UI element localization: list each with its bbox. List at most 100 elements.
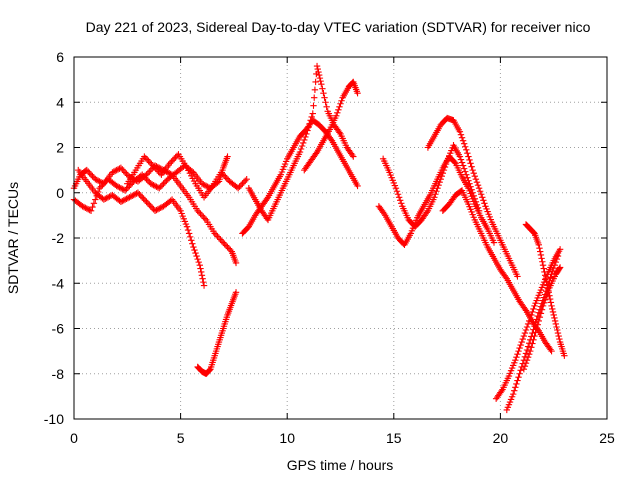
data-point — [307, 117, 314, 124]
data-point — [524, 343, 532, 350]
data-point — [303, 130, 310, 138]
data-point — [553, 255, 561, 263]
data-point — [171, 155, 178, 163]
data-point — [134, 189, 142, 196]
data-point — [190, 243, 197, 251]
data-point — [556, 246, 564, 253]
data-point — [531, 332, 538, 340]
data-point — [547, 274, 554, 281]
data-point — [338, 97, 345, 104]
data-point — [157, 183, 164, 190]
data-point — [525, 317, 533, 325]
data-point — [521, 305, 529, 313]
series-track-p — [520, 264, 564, 373]
data-point — [200, 282, 208, 289]
data-point — [515, 373, 522, 381]
data-point — [520, 332, 528, 340]
data-point — [199, 275, 206, 282]
data-point — [435, 182, 442, 189]
data-point — [462, 168, 469, 175]
data-point — [191, 246, 198, 254]
data-point — [315, 71, 323, 79]
data-point — [83, 205, 90, 212]
data-point — [150, 182, 157, 189]
data-point — [539, 261, 547, 269]
x-tick-label: 10 — [279, 430, 295, 446]
data-point — [139, 194, 146, 201]
data-point — [194, 255, 201, 263]
data-point — [333, 112, 340, 120]
data-point — [149, 162, 157, 169]
data-point — [459, 137, 467, 144]
data-point — [337, 100, 344, 107]
data-point — [198, 268, 205, 276]
data-point — [133, 190, 140, 197]
data-point — [398, 200, 405, 207]
data-point — [317, 77, 324, 85]
data-point — [99, 182, 106, 189]
data-point — [509, 390, 517, 398]
data-point — [114, 183, 122, 190]
data-point — [460, 165, 468, 172]
x-tick-label: 15 — [386, 430, 402, 446]
data-point — [522, 359, 530, 367]
data-point — [312, 78, 319, 86]
data-point — [124, 194, 132, 202]
data-point — [468, 163, 475, 170]
series-track-l — [439, 187, 555, 355]
data-point — [195, 258, 202, 266]
data-point — [528, 311, 535, 319]
data-point — [314, 65, 321, 73]
data-point — [464, 149, 471, 157]
data-point — [83, 166, 90, 174]
data-point — [234, 185, 242, 192]
data-point — [151, 163, 158, 171]
data-point — [206, 366, 213, 374]
data-point — [470, 169, 477, 177]
data-point — [458, 159, 466, 166]
data-point — [141, 174, 149, 181]
data-point — [145, 157, 152, 165]
data-point — [518, 338, 525, 346]
data-point — [102, 178, 109, 186]
data-point — [553, 323, 560, 331]
data-point — [113, 166, 120, 174]
data-point — [320, 90, 327, 97]
data-point — [117, 198, 125, 205]
data-point — [166, 160, 174, 167]
y-tick-label: -10 — [44, 411, 64, 427]
y-tick-label: 0 — [56, 185, 64, 201]
data-point — [394, 191, 402, 198]
data-point — [467, 160, 474, 167]
data-point — [198, 212, 206, 219]
data-point — [514, 377, 521, 384]
data-point — [155, 168, 162, 175]
data-point — [456, 128, 464, 135]
data-point — [533, 325, 540, 332]
data-point — [121, 196, 129, 203]
data-point — [456, 153, 464, 160]
data-point — [169, 157, 176, 164]
x-tick-label: 20 — [493, 430, 509, 446]
data-point — [478, 191, 485, 198]
data-point — [556, 264, 564, 271]
x-axis-label: GPS time / hours — [287, 457, 394, 473]
data-point — [538, 306, 546, 313]
data-point — [220, 239, 227, 246]
data-point — [527, 314, 534, 322]
data-point — [154, 184, 162, 191]
data-point — [146, 201, 153, 209]
data-point — [540, 265, 547, 272]
data-point — [168, 158, 175, 166]
data-point — [318, 80, 325, 88]
data-point — [172, 154, 179, 161]
data-point — [466, 156, 473, 164]
data-point — [197, 210, 204, 218]
data-point — [240, 178, 248, 186]
data-point — [469, 166, 476, 174]
data-point — [459, 162, 467, 169]
data-point — [541, 296, 549, 304]
plot-frame — [73, 56, 608, 420]
data-point — [354, 182, 361, 190]
data-point — [120, 186, 127, 193]
